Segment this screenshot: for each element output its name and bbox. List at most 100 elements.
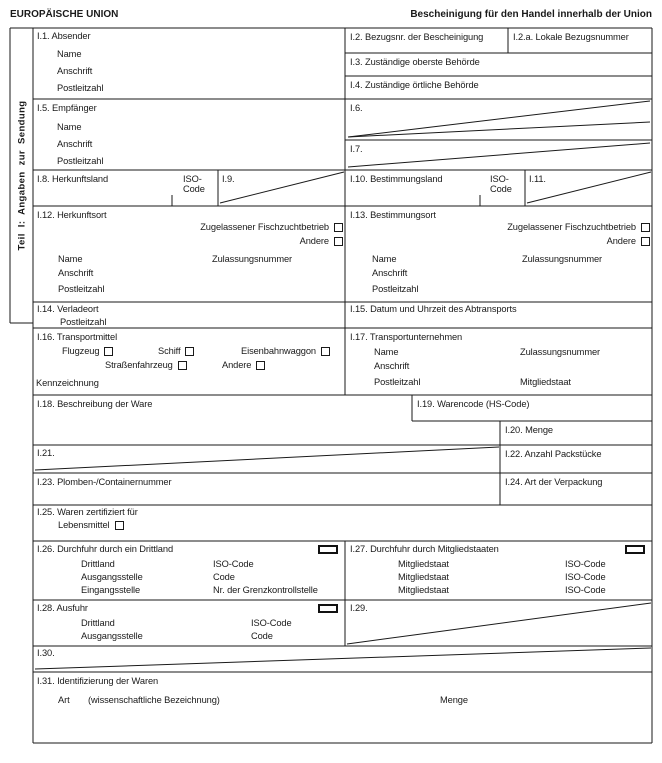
i29-title: I.29. [350, 603, 368, 613]
i14-postcode-label: Postleitzahl [60, 317, 107, 327]
i16-plane-row: Flugzeug [62, 346, 114, 356]
i8-iso-label-1: ISO- [183, 174, 202, 184]
i17-member-state-label: Mitgliedstaat [520, 377, 571, 387]
i16-identification-label: Kennzeichnung [36, 378, 99, 388]
i12-other-row: Andere [300, 236, 343, 246]
i18-title: I.18. Beschreibung der Ware [37, 399, 153, 409]
i17-name-label: Name [374, 347, 399, 357]
i17-postcode-label: Postleitzahl [374, 377, 421, 387]
i16-road-label: Straßenfahrzeug [105, 360, 173, 370]
i27-iso-code-1-label: ISO-Code [565, 559, 606, 569]
i13-other-checkbox[interactable] [641, 236, 650, 246]
i12-other-checkbox[interactable] [334, 236, 343, 246]
i12-other-label: Andere [299, 236, 329, 246]
i1-address-label: Anschrift [57, 66, 93, 76]
i24-title: I.24. Art der Verpackung [505, 477, 603, 487]
part-1-label: Teil I: Angaben zur Sendung [16, 100, 27, 251]
i13-address-label: Anschrift [372, 268, 408, 278]
i12-approval-no-label: Zulassungsnummer [212, 254, 293, 264]
i26-code-label: Code [213, 572, 235, 582]
i27-iso-code-3-label: ISO-Code [565, 585, 606, 595]
i25-title: I.25. Waren zertifiziert für [37, 507, 138, 517]
i31-species-label: Art [58, 695, 70, 705]
i12-postcode-label: Postleitzahl [58, 284, 105, 294]
i13-approved-farm-checkbox[interactable] [641, 222, 650, 232]
i14-title: I.14. Verladeort [37, 304, 99, 314]
i26-transit-checkbox[interactable] [318, 545, 338, 554]
i5-title: I.5. Empfänger [37, 103, 97, 113]
i6-title: I.6. [350, 103, 363, 113]
i17-title: I.17. Transportunternehmen [350, 332, 463, 342]
i10-title: I.10. Bestimmungsland [350, 174, 443, 184]
i13-title: I.13. Bestimmungsort [350, 210, 436, 220]
i26-third-country-label: Drittland [81, 559, 115, 569]
i26-title: I.26. Durchfuhr durch ein Drittland [37, 544, 174, 554]
i13-approval-no-label: Zulassungsnummer [522, 254, 603, 264]
i16-rail-checkbox[interactable] [321, 346, 331, 356]
i22-title: I.22. Anzahl Packstücke [505, 449, 602, 459]
i27-member-state-3-label: Mitgliedstaat [398, 585, 449, 595]
i1-postcode-label: Postleitzahl [57, 83, 104, 93]
i12-title: I.12. Herkunftsort [37, 210, 107, 220]
i16-other-row: Andere [222, 360, 266, 370]
i13-postcode-label: Postleitzahl [372, 284, 419, 294]
i27-member-state-2-label: Mitgliedstaat [398, 572, 449, 582]
i13-other-row: Andere [607, 236, 650, 246]
i5-name-label: Name [57, 122, 82, 132]
i9-title: I.9. [222, 174, 235, 184]
i12-approved-farm-label: Zugelassener Fischzuchtbetrieb [200, 222, 329, 232]
i11-title: I.11. [529, 174, 546, 184]
i17-approval-no-label: Zulassungsnummer [520, 347, 601, 357]
i2a-title: I.2.a. Lokale Bezugsnummer [513, 32, 629, 42]
i12-approved-farm-checkbox[interactable] [334, 222, 343, 232]
i16-road-checkbox[interactable] [177, 360, 187, 370]
i26-border-post-label: Nr. der Grenzkontrollstelle [213, 585, 318, 595]
org-title: EUROPÄISCHE UNION [10, 9, 119, 20]
i12-address-label: Anschrift [58, 268, 94, 278]
i28-third-country-label: Drittland [81, 618, 115, 628]
i2-title: I.2. Bezugsnr. der Bescheinigung [350, 32, 484, 42]
i16-title: I.16. Transportmittel [37, 332, 118, 342]
i5-address-label: Anschrift [57, 139, 93, 149]
i1-name-label: Name [57, 49, 82, 59]
i27-iso-code-2-label: ISO-Code [565, 572, 606, 582]
i28-title: I.28. Ausfuhr [37, 603, 88, 613]
i28-iso-code-label: ISO-Code [251, 618, 292, 628]
i12-approved-farm-row: Zugelassener Fischzuchtbetrieb [200, 222, 343, 232]
i7-title: I.7. [350, 144, 363, 154]
i16-plane-checkbox[interactable] [104, 346, 114, 356]
i25-food-label: Lebensmittel [58, 520, 110, 530]
i16-road-row: Straßenfahrzeug [105, 360, 187, 370]
i31-title: I.31. Identifizierung der Waren [37, 676, 159, 686]
i28-exit-point-label: Ausgangsstelle [81, 631, 143, 641]
i12-name-label: Name [58, 254, 83, 264]
i26-entry-point-label: Eingangsstelle [81, 585, 141, 595]
i10-iso-label-1: ISO- [490, 174, 509, 184]
i25-food-checkbox[interactable] [114, 520, 124, 530]
i15-title: I.15. Datum und Uhrzeit des Abtransports [350, 304, 517, 314]
i25-food-row: Lebensmittel [58, 520, 124, 530]
i21-title: I.21. [37, 448, 55, 458]
i27-title: I.27. Durchfuhr durch Mitgliedstaaten [350, 544, 499, 554]
i26-iso-code-label: ISO-Code [213, 559, 254, 569]
i26-exit-point-label: Ausgangsstelle [81, 572, 143, 582]
i16-plane-label: Flugzeug [62, 346, 100, 356]
i31-scientific-name-label: (wissenschaftliche Bezeichnung) [88, 695, 220, 705]
i27-transit-checkbox[interactable] [625, 545, 645, 554]
i5-postcode-label: Postleitzahl [57, 156, 104, 166]
i17-address-label: Anschrift [374, 361, 410, 371]
i20-title: I.20. Menge [505, 425, 553, 435]
i10-iso-label-2: Code [490, 184, 512, 194]
i28-code-label: Code [251, 631, 273, 641]
i16-ship-checkbox[interactable] [185, 346, 195, 356]
i13-name-label: Name [372, 254, 397, 264]
part-1-side-strip: Teil I: Angaben zur Sendung [10, 28, 33, 323]
i16-ship-label: Schiff [158, 346, 181, 356]
i16-rail-row: Eisenbahnwaggon [241, 346, 331, 356]
i27-member-state-1-label: Mitgliedstaat [398, 559, 449, 569]
i16-other-checkbox[interactable] [256, 360, 266, 370]
i13-other-label: Andere [606, 236, 636, 246]
i28-export-checkbox[interactable] [318, 604, 338, 613]
